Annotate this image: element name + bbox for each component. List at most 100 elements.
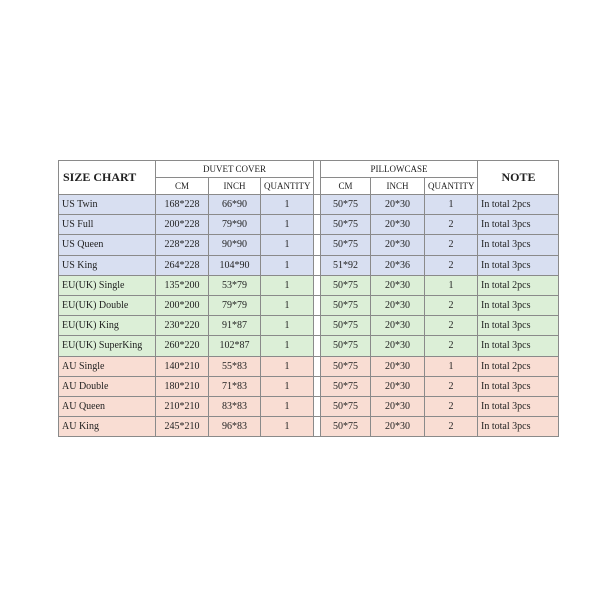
table-cell: 2 — [424, 335, 479, 357]
gap-cell — [313, 193, 322, 216]
table-cell: 1 — [424, 274, 479, 296]
table-row: AU Double 180*210 71*83 1 50*75 20*30 2 In tota… — [58, 375, 560, 397]
sub-header: CM — [320, 177, 372, 195]
gap-cell — [313, 416, 322, 438]
table-cell: 83*83 — [208, 395, 261, 418]
table-cell: 228*228 — [155, 234, 209, 256]
table-cell: US Queen — [58, 234, 156, 256]
table-cell: 20*30 — [370, 355, 426, 377]
table-row: EU(UK) Double 200*200 79*79 1 50*75 20*30 2 In … — [58, 294, 560, 317]
table-cell: 20*30 — [370, 416, 426, 438]
table-cell: AU Double — [58, 375, 156, 397]
table-cell: 20*30 — [370, 193, 426, 216]
table-cell: 200*200 — [155, 294, 209, 317]
table-cell: In total 3pcs — [477, 375, 560, 397]
table-cell: 50*75 — [320, 294, 372, 317]
table-cell: 20*30 — [370, 335, 426, 357]
group-header: PILLOWCASE — [320, 160, 479, 178]
table-cell: 50*75 — [320, 416, 372, 438]
table-row: US Full 200*228 79*90 1 50*75 20*30 2 In total … — [58, 214, 560, 236]
table-cell: 230*220 — [155, 315, 209, 337]
table-cell: 1 — [259, 254, 315, 276]
table-cell: AU Queen — [58, 395, 156, 418]
table-row: EU(UK) King 230*220 91*87 1 50*75 20*30 2 In to… — [58, 315, 560, 337]
table-cell: 180*210 — [155, 375, 209, 397]
table-cell: 1 — [259, 395, 315, 418]
table-cell: 20*30 — [370, 375, 426, 397]
table-cell: 20*30 — [370, 274, 426, 296]
title-cell: SIZE CHART — [58, 160, 156, 195]
table-cell: US Full — [58, 214, 156, 236]
table-cell: US King — [58, 254, 156, 276]
table-cell: 1 — [259, 294, 315, 317]
table-cell: AU Single — [58, 355, 156, 377]
table-cell: 1 — [259, 375, 315, 397]
gap-cell — [313, 160, 322, 195]
table-cell: 1 — [259, 193, 315, 216]
table-cell: In total 2pcs — [477, 274, 560, 296]
table-cell: In total 3pcs — [477, 335, 560, 357]
table-cell: 50*75 — [320, 335, 372, 357]
table-cell: 2 — [424, 395, 479, 418]
table-cell: 2 — [424, 294, 479, 317]
table-cell: 2 — [424, 416, 479, 438]
table-cell: 104*90 — [208, 254, 261, 276]
table-cell: In total 3pcs — [477, 395, 560, 418]
note-header: NOTE — [477, 160, 560, 195]
size-chart-table: SIZE CHART DUVET COVER PILLOWCASE NOTE C… — [58, 160, 560, 438]
sub-header: QUANTITY — [424, 177, 479, 195]
table-row: US King 264*228 104*90 1 51*92 20*36 2 In total… — [58, 254, 560, 276]
table-cell: 53*79 — [208, 274, 261, 296]
table-cell: 50*75 — [320, 315, 372, 337]
table-cell: EU(UK) Double — [58, 294, 156, 317]
table-cell: 1 — [259, 234, 315, 256]
table-cell: EU(UK) SuperKing — [58, 335, 156, 357]
sub-header: INCH — [370, 177, 426, 195]
table-cell: 55*83 — [208, 355, 261, 377]
table-cell: 91*87 — [208, 315, 261, 337]
table-cell: 50*75 — [320, 274, 372, 296]
table-cell: 50*75 — [320, 355, 372, 377]
table-cell: 20*30 — [370, 315, 426, 337]
table-cell: 1 — [259, 214, 315, 236]
table-cell: 135*200 — [155, 274, 209, 296]
table-cell: 2 — [424, 315, 479, 337]
table-cell: 50*75 — [320, 193, 372, 216]
table-cell: 20*30 — [370, 395, 426, 418]
gap-cell — [313, 214, 322, 236]
gap-cell — [313, 375, 322, 397]
table-cell: 20*30 — [370, 214, 426, 236]
table-cell: 2 — [424, 214, 479, 236]
table-row: EU(UK) Single 135*200 53*79 1 50*75 20*30 1 In … — [58, 274, 560, 296]
table-row: US Queen 228*228 90*90 1 50*75 20*30 2 In total… — [58, 234, 560, 256]
table-row: AU King 245*210 96*83 1 50*75 20*30 2 In total … — [58, 416, 560, 438]
gap-cell — [313, 355, 322, 377]
table-cell: In total 3pcs — [477, 315, 560, 337]
gap-cell — [313, 294, 322, 317]
sub-header: CM — [155, 177, 209, 195]
table-cell: 1 — [424, 355, 479, 377]
table-cell: 96*83 — [208, 416, 261, 438]
table-row: EU(UK) SuperKing 260*220 102*87 1 50*75 20*30… — [58, 335, 560, 357]
table-cell: 200*228 — [155, 214, 209, 236]
table-cell: 20*30 — [370, 234, 426, 256]
table-cell: 50*75 — [320, 234, 372, 256]
table-cell: In total 3pcs — [477, 294, 560, 317]
table-cell: 79*79 — [208, 294, 261, 317]
table-cell: EU(UK) King — [58, 315, 156, 337]
table-cell: 1 — [259, 315, 315, 337]
table-cell: 2 — [424, 234, 479, 256]
group-header: DUVET COVER — [154, 160, 315, 178]
table-cell: In total 2pcs — [477, 193, 560, 216]
table-cell: 20*30 — [370, 294, 426, 317]
table-body: US Twin 168*228 66*90 1 50*75 20*30 1 In total … — [58, 193, 560, 438]
table-cell: In total 3pcs — [477, 214, 560, 236]
table-row: US Twin 168*228 66*90 1 50*75 20*30 1 In total … — [58, 193, 560, 216]
table-cell: In total 3pcs — [477, 234, 560, 256]
table-row: AU Single 140*210 55*83 1 50*75 20*30 1 In tota… — [58, 355, 560, 377]
table-cell: 1 — [424, 193, 479, 216]
table-cell: 50*75 — [320, 214, 372, 236]
table-cell: EU(UK) Single — [58, 274, 156, 296]
table-cell: 260*220 — [155, 335, 209, 357]
gap-cell — [313, 335, 322, 357]
